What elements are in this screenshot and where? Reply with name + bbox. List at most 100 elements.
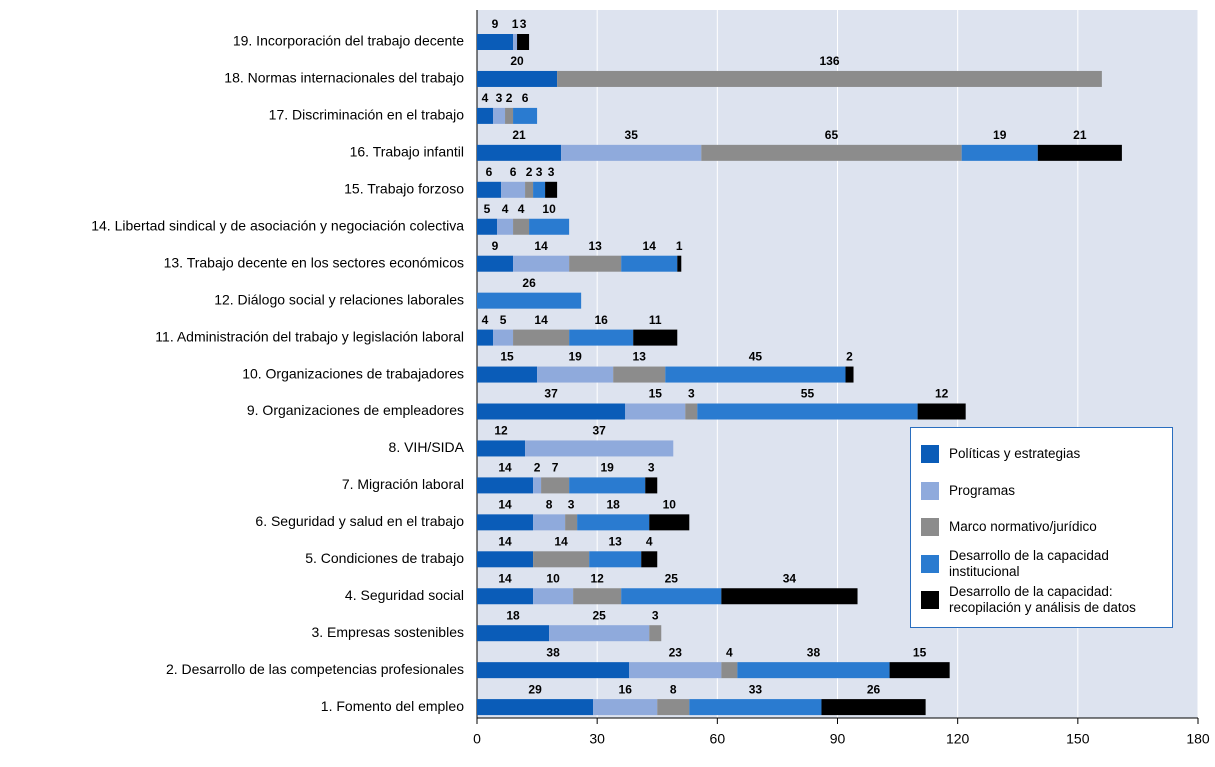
bar-segment [665, 366, 846, 383]
bar-segment [697, 403, 918, 420]
legend-swatch [921, 554, 939, 573]
bar-segment [477, 440, 526, 457]
value-label: 34 [783, 571, 797, 585]
bar-segment [525, 181, 534, 198]
bar-segment [633, 329, 678, 346]
bar-segment [593, 699, 658, 716]
value-label: 6 [510, 165, 517, 179]
value-label: 18 [506, 608, 520, 622]
bar-segment [569, 477, 646, 494]
value-label: 14 [498, 498, 512, 512]
y-tick-label: 9. Organizaciones de empleadores [247, 402, 464, 418]
value-label: 4 [518, 202, 525, 216]
bar-segment [513, 329, 570, 346]
value-label: 3 [548, 165, 555, 179]
value-label: 8 [670, 682, 677, 696]
value-label: 45 [749, 350, 763, 364]
bar-segment [477, 218, 498, 235]
bar-segment [961, 144, 1038, 161]
value-label: 19 [601, 461, 615, 475]
value-label: 8 [546, 498, 553, 512]
value-label: 9 [492, 239, 499, 253]
bar-segment [565, 514, 578, 531]
value-label: 1 [676, 239, 683, 253]
value-label: 14 [643, 239, 657, 253]
bar-segment [505, 107, 514, 124]
value-label: 136 [819, 54, 839, 68]
bar-segment [533, 588, 574, 605]
value-label: 16 [619, 682, 633, 696]
value-label: 35 [625, 128, 639, 142]
value-label: 11 [649, 313, 662, 327]
value-label: 19 [993, 128, 1007, 142]
bar-segment [685, 403, 698, 420]
value-label: 13 [633, 350, 647, 364]
value-label: 12 [590, 571, 604, 585]
y-tick-label: 17. Discriminación en el trabajo [269, 107, 465, 123]
value-label: 3 [688, 387, 695, 401]
x-tick-label: 0 [473, 731, 481, 747]
bar-segment [477, 588, 534, 605]
bar-segment [573, 588, 622, 605]
value-label: 65 [825, 128, 839, 142]
value-label: 16 [594, 313, 608, 327]
y-tick-label: 11. Administración del trabajo y legisla… [155, 328, 464, 344]
x-tick-label: 120 [946, 731, 970, 747]
bar-segment [477, 255, 514, 272]
legend-entry: Desarrollo de la capacidad institucional [921, 546, 1162, 583]
value-label: 29 [528, 682, 542, 696]
value-label: 14 [498, 534, 512, 548]
bar-segment [821, 699, 926, 716]
bar-segment [621, 588, 722, 605]
legend-entry: Desarrollo de la capacidad: recopilación… [921, 582, 1162, 619]
bar-segment [737, 662, 890, 679]
value-label: 3 [536, 165, 543, 179]
bar-segment [477, 329, 494, 346]
bar-segment [501, 181, 526, 198]
bar-segment [545, 181, 558, 198]
value-label: 13 [588, 239, 602, 253]
value-label: 25 [665, 571, 679, 585]
bar-segment [513, 255, 570, 272]
value-label: 2 [846, 350, 853, 364]
bar-segment [477, 625, 550, 642]
x-tick-label: 30 [589, 731, 605, 747]
legend-entry: Políticas y estrategias [921, 436, 1162, 473]
bar-segment [889, 662, 950, 679]
bar-segment [477, 514, 534, 531]
value-label: 6 [522, 91, 529, 105]
bar-segment [569, 329, 634, 346]
y-tick-label: 4. Seguridad social [345, 587, 464, 603]
value-label: 15 [500, 350, 514, 364]
x-tick-label: 180 [1186, 731, 1210, 747]
value-label: 14 [534, 239, 548, 253]
bar-segment [721, 662, 738, 679]
bar-segment [529, 218, 570, 235]
bar-segment [1037, 144, 1122, 161]
bar-segment [477, 34, 514, 50]
y-tick-label: 5. Condiciones de trabajo [305, 550, 464, 566]
value-label: 33 [749, 682, 763, 696]
value-label: 4 [646, 534, 653, 548]
value-label: 21 [1073, 128, 1087, 142]
y-tick-label: 12. Diálogo social y relaciones laborale… [214, 291, 464, 307]
bar-segment [569, 255, 622, 272]
value-label: 3 [648, 461, 655, 475]
bar-segment [721, 588, 858, 605]
bar-segment [701, 144, 962, 161]
value-label: 4 [502, 202, 509, 216]
legend-swatch [921, 518, 939, 537]
bar-segment [649, 625, 662, 642]
legend-label: Programas [949, 482, 1016, 498]
bar-segment [477, 403, 626, 420]
value-label: 55 [801, 387, 815, 401]
bar-segment [477, 699, 594, 716]
value-label: 37 [592, 424, 606, 438]
bar-segment [477, 662, 630, 679]
value-label: 13 [609, 534, 623, 548]
value-label: 4 [482, 313, 489, 327]
legend-entry: Programas [921, 473, 1162, 510]
y-tick-label: 7. Migración laboral [342, 476, 464, 492]
value-label: 12 [494, 424, 508, 438]
value-label: 4 [726, 645, 733, 659]
